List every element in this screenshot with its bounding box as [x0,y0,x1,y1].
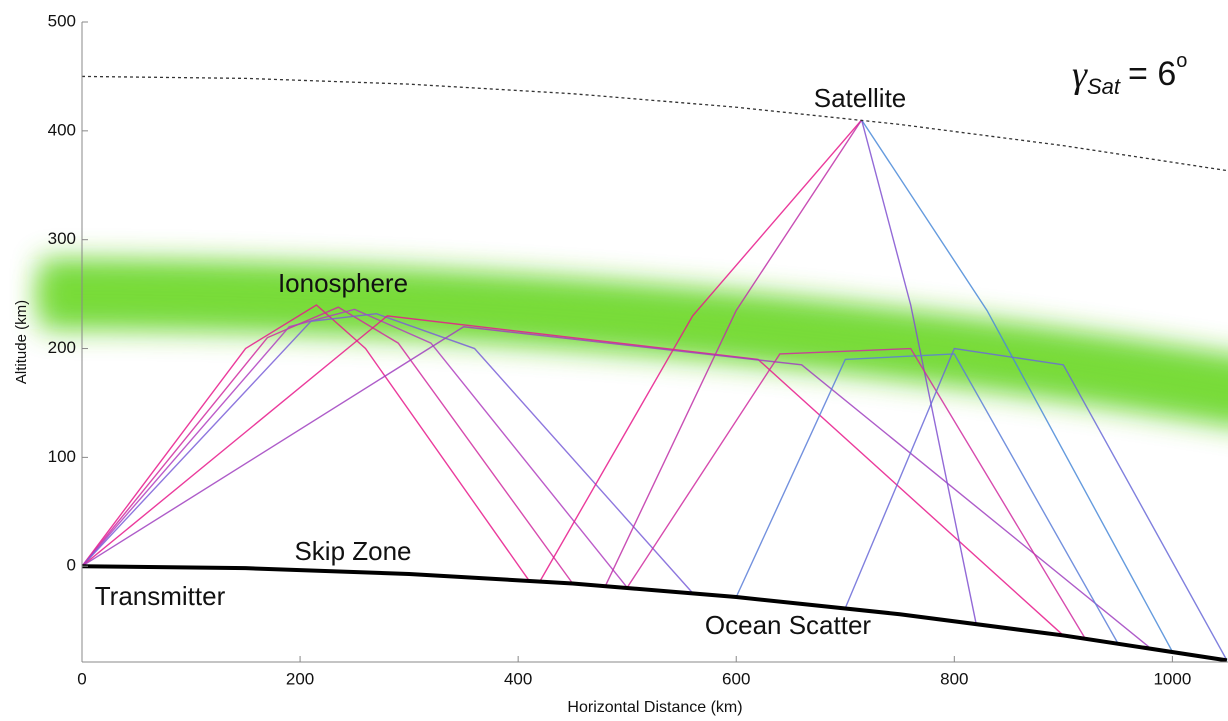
gamma-degree: o [1176,50,1187,72]
transmitter-label: Transmitter [95,581,226,611]
page: Horizontal Distance (km) Altitude (km) S… [0,0,1228,721]
gamma-subscript: Sat [1087,74,1121,99]
x-tick-label: 0 [77,669,86,688]
x-tick-label: 400 [504,669,532,688]
y-tick-label: 200 [48,338,76,357]
x-tick-label: 1000 [1153,669,1191,688]
y-tick-label: 500 [48,11,76,30]
satellite-label: Satellite [814,83,907,113]
gamma-label: γSat = 6o [1072,50,1187,99]
gamma-symbol: γ [1072,54,1088,96]
y-tick-label: 0 [67,556,76,575]
ocean-scatter-label: Ocean Scatter [705,610,872,640]
y-tick-label: 100 [48,447,76,466]
y-tick-label: 300 [48,229,76,248]
skip-zone-label: Skip Zone [294,536,411,566]
chart: Horizontal Distance (km) Altitude (km) S… [0,0,1228,721]
x-axis-label: Horizontal Distance (km) [567,699,742,716]
y-axis-label: Altitude (km) [13,300,30,384]
gamma-value: = 6 [1128,55,1176,93]
x-tick-label: 800 [940,669,968,688]
x-tick-label: 200 [286,669,314,688]
earth-surface [82,566,1227,660]
ionosphere-label: Ionosphere [278,268,408,298]
y-tick-label: 400 [48,120,76,139]
x-tick-label: 600 [722,669,750,688]
satellite-orbit [82,76,1227,170]
